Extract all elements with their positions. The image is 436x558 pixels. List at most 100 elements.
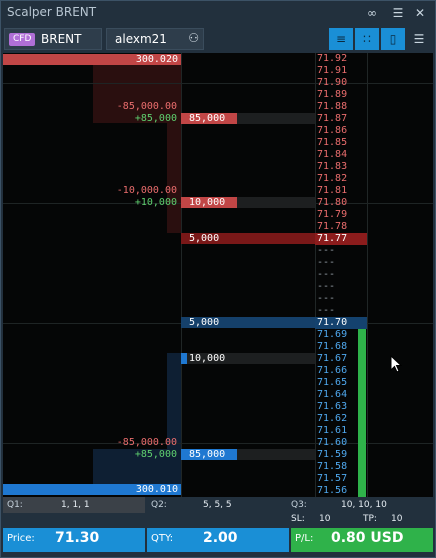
tp-value[interactable]: 10 xyxy=(391,512,402,526)
ask-depth-shade-inner xyxy=(167,123,181,233)
ask-volume: 10,000 xyxy=(189,197,225,208)
q2-value: 5, 5, 5 xyxy=(203,497,232,513)
ask-price-cell[interactable]: 71.87 xyxy=(315,113,367,125)
depth-ladder[interactable]: 300.020 300.010 71.92 71.91 71.90 71.89 71.8… xyxy=(3,53,433,497)
bid-price-cell[interactable]: 71.68 xyxy=(315,341,367,353)
bid-volume: 85,000 xyxy=(189,449,225,460)
pl-field: P/L: 0.80 USD xyxy=(291,528,433,552)
bid-price-cell[interactable]: 71.60 xyxy=(315,437,367,449)
ask-price-cell[interactable]: 71.79 xyxy=(315,209,367,221)
grid-view-button[interactable]: ∷ xyxy=(355,28,379,50)
order-footer: Price: 71.30 QTY: 2.00 P/L: 0.80 USD xyxy=(1,527,435,553)
bid-level-net: +85,000 xyxy=(135,449,177,461)
grid-dots-icon: ∷ xyxy=(363,32,371,46)
bid-level-sum: -85,000.00 xyxy=(117,437,177,449)
ask-volume-row[interactable]: 10,000 xyxy=(181,197,315,208)
bid-price-cell[interactable]: 71.56 xyxy=(315,485,367,497)
account-selector[interactable]: alexm21 ⚇ xyxy=(106,28,204,50)
bid-volume: 10,000 xyxy=(189,353,225,364)
ladder-view-button[interactable]: ≡ xyxy=(329,28,353,50)
q2-label: Q2: xyxy=(151,497,167,513)
ask-price-cell[interactable]: 71.88 xyxy=(315,101,367,113)
bid-volume: 5,000 xyxy=(189,317,219,328)
bid-price-cell[interactable]: 71.61 xyxy=(315,425,367,437)
bid-price-cell[interactable]: 71.58 xyxy=(315,461,367,473)
ask-price-cell[interactable]: 71.83 xyxy=(315,161,367,173)
ask-price-cell[interactable]: 71.89 xyxy=(315,89,367,101)
bid-price-cell[interactable]: 71.57 xyxy=(315,473,367,485)
tp-label: TP: xyxy=(363,512,377,526)
link-icon[interactable]: ∞ xyxy=(363,5,381,21)
bid-price-cell[interactable]: 71.59 xyxy=(315,449,367,461)
mouse-pointer-icon xyxy=(390,355,402,373)
bid-volume-row[interactable]: 85,000 xyxy=(181,449,315,460)
spread-cell: --- xyxy=(315,257,367,269)
ask-price-cell[interactable]: 71.82 xyxy=(315,173,367,185)
bid-price-cell[interactable]: 71.65 xyxy=(315,377,367,389)
ask-volume-row[interactable]: 85,000 xyxy=(181,113,315,124)
q1-value: 1, 1, 1 xyxy=(61,497,90,513)
ask-price-cell[interactable]: 71.80 xyxy=(315,197,367,209)
symbol-selector[interactable]: CFD BRENT xyxy=(4,28,102,50)
window-title: Scalper BRENT xyxy=(7,5,96,19)
ask-price-cell[interactable]: 71.78 xyxy=(315,221,367,233)
ask-total-volume: 300.020 xyxy=(136,54,178,65)
ask-volume-row[interactable]: 5,000 xyxy=(181,233,315,244)
q3-preset[interactable]: Q3: 10, 10, 10 xyxy=(291,497,433,513)
price-label: Price: xyxy=(7,533,35,544)
bid-price-cell[interactable]: 71.67 xyxy=(315,353,367,365)
ask-price-cell[interactable]: 71.77 xyxy=(315,233,367,245)
bid-price-cell[interactable]: 71.62 xyxy=(315,413,367,425)
close-icon[interactable]: ✕ xyxy=(411,5,429,21)
ask-price-cell[interactable]: 71.81 xyxy=(315,185,367,197)
q3-label: Q3: xyxy=(291,497,307,513)
q1-preset[interactable]: Q1: 1, 1, 1 xyxy=(3,497,145,513)
menu-lines-icon: ☰ xyxy=(414,32,425,46)
ask-price-cell[interactable]: 71.90 xyxy=(315,77,367,89)
ask-total-volume-bar: 300.020 xyxy=(3,54,181,65)
spread-cell: --- xyxy=(315,245,367,257)
symbol-name: BRENT xyxy=(41,32,81,46)
cfd-badge: CFD xyxy=(9,33,35,46)
bid-price-cell[interactable]: 71.69 xyxy=(315,329,367,341)
spread-cell: --- xyxy=(315,293,367,305)
ask-level-net: +10,000 xyxy=(135,197,177,209)
bid-volume-marker xyxy=(181,353,187,364)
ask-price-cell[interactable]: 71.92 xyxy=(315,53,367,65)
title-bar: Scalper BRENT ∞ ☰ ✕ xyxy=(1,1,435,25)
bid-volume-row[interactable]: 5,000 xyxy=(181,317,315,328)
settings-menu-button[interactable]: ☰ xyxy=(407,28,431,50)
account-list-icon: ⚇ xyxy=(188,31,199,45)
bid-volume-row[interactable]: 10,000 xyxy=(181,353,315,364)
ask-price-cell[interactable]: 71.85 xyxy=(315,137,367,149)
price-field[interactable]: Price: 71.30 xyxy=(3,528,145,552)
spread-cell: --- xyxy=(315,269,367,281)
ask-price-cell[interactable]: 71.84 xyxy=(315,149,367,161)
bid-total-volume: 300.010 xyxy=(136,484,178,495)
sl-value[interactable]: 10 xyxy=(319,512,330,526)
ask-price-cell[interactable]: 71.86 xyxy=(315,125,367,137)
bid-price-cell[interactable]: 71.66 xyxy=(315,365,367,377)
pl-value: 0.80 USD xyxy=(331,530,404,546)
qty-field[interactable]: QTY: 2.00 xyxy=(147,528,289,552)
ask-volume: 85,000 xyxy=(189,113,225,124)
mouse-mode-button[interactable]: ▯ xyxy=(381,28,405,50)
qty-label: QTY: xyxy=(151,533,173,544)
bid-price-cell[interactable]: 71.70 xyxy=(315,317,367,329)
ask-level-net: +85,000 xyxy=(135,113,177,125)
q2-preset[interactable]: Q2: 5, 5, 5 xyxy=(147,497,289,513)
spread-cell: --- xyxy=(315,281,367,293)
pl-label: P/L: xyxy=(295,533,313,544)
q1-label: Q1: xyxy=(7,497,23,513)
bid-price-cell[interactable]: 71.64 xyxy=(315,389,367,401)
qty-value: 2.00 xyxy=(203,530,238,546)
ask-price-cell[interactable]: 71.91 xyxy=(315,65,367,77)
toolbar: CFD BRENT alexm21 ⚇ ≡ ∷ ▯ ☰ xyxy=(1,25,435,53)
price-value: 71.30 xyxy=(55,530,99,546)
ladder-list-icon: ≡ xyxy=(336,32,346,46)
bid-total-volume-bar: 300.010 xyxy=(3,484,181,495)
menu-collapse-icon[interactable]: ☰ xyxy=(389,5,407,21)
bid-price-cell[interactable]: 71.63 xyxy=(315,401,367,413)
sl-label: SL: xyxy=(291,512,305,526)
